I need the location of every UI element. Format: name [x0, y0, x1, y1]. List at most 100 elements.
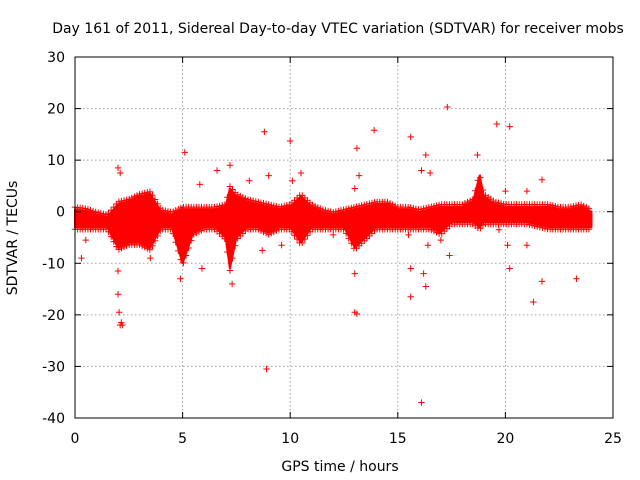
outlier-point	[506, 265, 513, 272]
outlier-point	[502, 187, 509, 195]
outlier-point	[407, 293, 414, 301]
band-edge-point	[172, 239, 179, 246]
outlier-point	[330, 231, 337, 239]
outlier-point	[577, 221, 584, 228]
band-edge-point	[293, 235, 301, 243]
outlier-point	[246, 177, 253, 184]
band-edge-point	[180, 259, 187, 267]
outlier-point	[418, 167, 425, 174]
band-edge-point	[149, 242, 156, 249]
band-edge-point	[226, 267, 234, 274]
outlier-point	[78, 254, 85, 262]
band-edge-point	[151, 237, 159, 245]
outlier-point	[177, 275, 184, 282]
band-edge-point	[146, 188, 154, 195]
outlier-point	[422, 151, 429, 159]
outlier-point	[538, 176, 546, 183]
x-tick-label: 5	[178, 431, 187, 447]
outlier-point	[573, 275, 580, 282]
outlier-point	[226, 162, 234, 169]
outlier-point	[198, 265, 206, 272]
outlier-point	[506, 123, 513, 130]
outlier-point	[147, 254, 154, 262]
outlier-point	[530, 298, 537, 306]
outlier-point	[82, 236, 89, 244]
band-edge-point	[167, 226, 174, 233]
outlier-point	[351, 185, 358, 192]
outlier-point	[426, 169, 434, 177]
y-tick-label: 30	[47, 50, 65, 66]
band-edge-point	[304, 232, 311, 239]
outlier-point	[351, 270, 358, 277]
band-edge-point	[151, 196, 159, 203]
outlier-point	[523, 187, 531, 195]
y-tick-label: -40	[42, 411, 65, 427]
outlier-point	[446, 252, 453, 259]
x-tick-label: 20	[496, 431, 514, 447]
outlier-point	[213, 167, 221, 174]
band-edge-point	[342, 230, 350, 237]
y-axis-label: SDTVAR / TECUs	[5, 181, 21, 296]
axes: 0 5 10 15 20 25 -40 -30 -20 -10 0 10 20 30	[42, 50, 622, 447]
outlier-point	[116, 169, 124, 177]
outlier-point	[405, 231, 412, 239]
band-edge-point	[182, 252, 190, 259]
band-edge-point	[154, 232, 161, 240]
outlier-point	[538, 278, 546, 285]
band-edge-point	[146, 246, 154, 253]
outlier-point	[437, 236, 445, 244]
band-edge-point	[469, 196, 476, 203]
outlier-point	[181, 149, 188, 156]
outlier-point	[265, 172, 272, 179]
y-tick-label: 20	[47, 102, 65, 118]
band-edge-point	[345, 235, 352, 242]
band-edge-point	[231, 242, 239, 249]
band-edge-point	[477, 174, 484, 181]
outlier-point	[228, 280, 236, 288]
band-edge-point	[585, 226, 593, 233]
y-tick-label: -20	[42, 308, 65, 324]
band-edge-point	[105, 228, 112, 235]
outlier-point	[353, 310, 361, 318]
band-edge-point	[185, 244, 192, 252]
outlier-point	[196, 181, 204, 188]
band-edge-point	[224, 194, 231, 201]
y-tick-label: -30	[42, 359, 65, 375]
band-edge-point	[585, 205, 593, 212]
band-edge-point	[288, 228, 296, 235]
x-tick-label: 0	[71, 431, 80, 447]
band-edge-point	[472, 187, 479, 194]
outlier-point	[474, 151, 481, 159]
band-edge-point	[107, 233, 115, 240]
x-axis-label: GPS time / hours	[281, 459, 398, 475]
band-edge-point	[340, 226, 347, 233]
outlier-point	[495, 226, 503, 233]
band-edge-point	[301, 235, 309, 243]
outlier-point	[407, 265, 414, 272]
x-tick-label: 10	[281, 431, 299, 447]
outlier-point	[370, 127, 378, 134]
outlier-point	[418, 399, 425, 406]
outlier-point	[278, 242, 285, 249]
band-edge-point	[221, 235, 228, 242]
chart-title: Day 161 of 2011, Sidereal Day-to-day VTE…	[52, 21, 624, 37]
band-edge-point	[229, 254, 236, 262]
outlier-point	[259, 247, 266, 254]
outlier-point	[263, 365, 270, 373]
y-tick-label: 0	[56, 205, 65, 221]
band-edge-point	[175, 247, 182, 255]
outlier-point	[118, 319, 125, 326]
outlier-point	[444, 103, 451, 111]
outlier-point	[355, 172, 363, 179]
x-tick-label: 25	[604, 431, 622, 447]
band-edge-point	[224, 248, 231, 256]
plot-frame	[74, 56, 614, 419]
outlier-point	[287, 137, 294, 145]
band-edge-point	[110, 238, 117, 245]
data-points	[71, 103, 593, 406]
outlier-point	[504, 242, 511, 249]
outlier-point	[261, 128, 268, 135]
band-edge-point	[291, 232, 298, 239]
band-edge-point	[299, 239, 306, 247]
